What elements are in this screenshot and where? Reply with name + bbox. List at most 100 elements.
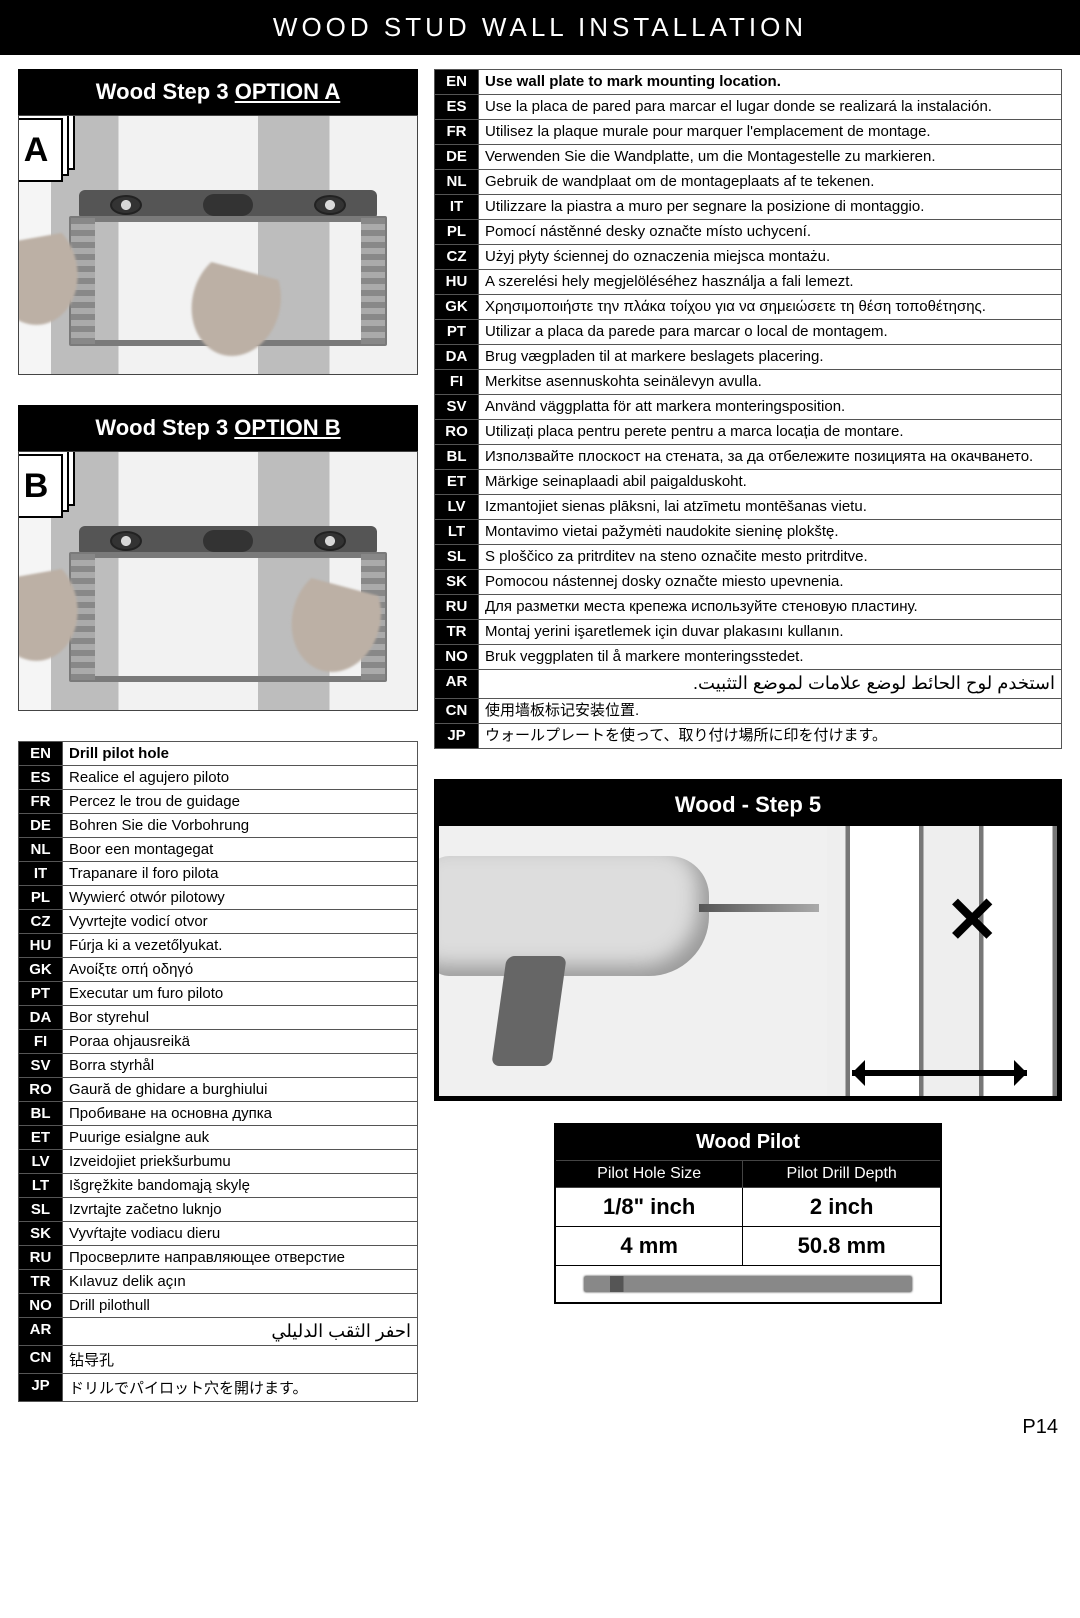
lang-text: Użyj płyty ściennej do oznaczenia miejsc… bbox=[479, 245, 1062, 270]
lang-code: GK bbox=[19, 958, 63, 982]
right-column: ENUse wall plate to mark mounting locati… bbox=[434, 69, 1062, 1402]
step3b-title: Wood Step 3 OPTION B bbox=[18, 405, 418, 451]
reference-letter-stack: A bbox=[18, 115, 79, 184]
lang-text: 钻导孔 bbox=[63, 1346, 418, 1374]
lang-text: Drill pilot hole bbox=[63, 742, 418, 766]
lang-text: Просверлите направляющее отверстие bbox=[63, 1246, 418, 1270]
lang-code: CZ bbox=[19, 910, 63, 934]
lang-code: ET bbox=[435, 470, 479, 495]
lang-code: JP bbox=[435, 723, 479, 748]
lang-text: Bohren Sie die Vorbohrung bbox=[63, 814, 418, 838]
lang-text: Fúrja ki a vezetőlyukat. bbox=[63, 934, 418, 958]
step3b-option: OPTION B bbox=[234, 415, 340, 440]
lang-text: Χρησιμοποιήστε την πλάκα τοίχου για να σ… bbox=[479, 295, 1062, 320]
lang-code: SV bbox=[19, 1054, 63, 1078]
lang-code: ET bbox=[19, 1126, 63, 1150]
lang-text: Ανοίξτε οπή οδηγό bbox=[63, 958, 418, 982]
lang-text: Gebruik de wandplaat om de montageplaats… bbox=[479, 170, 1062, 195]
lang-text: Utilizzare la piastra a muro per segnare… bbox=[479, 195, 1062, 220]
drill-bit-image-cell bbox=[555, 1265, 941, 1303]
reference-letter: B bbox=[18, 454, 63, 518]
lang-text: Använd väggplatta för att markera monter… bbox=[479, 395, 1062, 420]
lang-text: Verwenden Sie die Wandplatte, um die Mon… bbox=[479, 145, 1062, 170]
lang-code: BL bbox=[435, 445, 479, 470]
lang-code: JP bbox=[19, 1374, 63, 1402]
pilot-title: Wood Pilot bbox=[555, 1124, 941, 1161]
lang-text: Drill pilothull bbox=[63, 1294, 418, 1318]
drill-bit-icon bbox=[699, 904, 819, 912]
lang-text: A szerelési hely megjelöléséhez használj… bbox=[479, 270, 1062, 295]
lang-code: NL bbox=[435, 170, 479, 195]
lang-text: Vyvrtejte vodicí otvor bbox=[63, 910, 418, 934]
lang-text: Realice el agujero piloto bbox=[63, 766, 418, 790]
pilot-col2-header: Pilot Drill Depth bbox=[743, 1160, 941, 1187]
reference-letter-stack: B bbox=[18, 451, 79, 520]
lang-code: TR bbox=[435, 620, 479, 645]
lang-text: Bor styrehul bbox=[63, 1006, 418, 1030]
lang-text: Kılavuz delik açın bbox=[63, 1270, 418, 1294]
lang-text: Merkitse asennuskohta seinälevyn avulla. bbox=[479, 370, 1062, 395]
lang-text: 使用墙板标记安装位置. bbox=[479, 698, 1062, 723]
lang-code: CN bbox=[435, 698, 479, 723]
drill-pilot-hole-table: ENDrill pilot holeESRealice el agujero p… bbox=[18, 741, 418, 1402]
lang-text: Puurige esialgne auk bbox=[63, 1126, 418, 1150]
lang-code: NO bbox=[435, 645, 479, 670]
lang-code: PT bbox=[435, 320, 479, 345]
lang-code: RU bbox=[435, 595, 479, 620]
lang-code: BL bbox=[19, 1102, 63, 1126]
lang-code: AR bbox=[19, 1318, 63, 1346]
lang-text: Išgręžkite bandomąją skylę bbox=[63, 1174, 418, 1198]
lang-code: LV bbox=[19, 1150, 63, 1174]
lang-code: ES bbox=[435, 95, 479, 120]
lang-text: Pomocí nástěnné desky označte místo uchy… bbox=[479, 220, 1062, 245]
lang-text: Märkige seinaplaadi abil paigalduskoht. bbox=[479, 470, 1062, 495]
lang-code: PL bbox=[435, 220, 479, 245]
wood-pilot-table: Wood Pilot Pilot Hole Size Pilot Drill D… bbox=[554, 1123, 942, 1304]
pilot-depth-inch: 2 inch bbox=[743, 1187, 941, 1226]
step3a-diagram: A bbox=[18, 115, 418, 375]
lang-code: HU bbox=[435, 270, 479, 295]
lang-text: Use wall plate to mark mounting location… bbox=[479, 70, 1062, 95]
lang-code: RO bbox=[435, 420, 479, 445]
lang-text: Utilisez la plaque murale pour marquer l… bbox=[479, 120, 1062, 145]
lang-code: DA bbox=[435, 345, 479, 370]
reference-letter: A bbox=[18, 118, 63, 182]
lang-text: Izvrtajte začetno luknjo bbox=[63, 1198, 418, 1222]
lang-text: Пробиване на основна дупка bbox=[63, 1102, 418, 1126]
lang-text: Wywierć otwór pilotowy bbox=[63, 886, 418, 910]
lang-code: FR bbox=[435, 120, 479, 145]
lang-code: SK bbox=[435, 570, 479, 595]
lang-code: FR bbox=[19, 790, 63, 814]
lang-code: TR bbox=[19, 1270, 63, 1294]
lang-text: ドリルでパイロット穴を開けます。 bbox=[63, 1374, 418, 1402]
lang-text: Montavimo vietai pažymėti naudokite sien… bbox=[479, 520, 1062, 545]
lang-text: Izmantojiet sienas plāksni, lai atzīmetu… bbox=[479, 495, 1062, 520]
lang-text: استخدم لوح الحائط لوضع علامات لموضع التث… bbox=[479, 670, 1062, 699]
lang-code: LT bbox=[19, 1174, 63, 1198]
drill-bit-icon bbox=[584, 1276, 912, 1292]
lang-code: DE bbox=[435, 145, 479, 170]
lang-code: EN bbox=[435, 70, 479, 95]
pilot-hole-size-inch: 1/8" inch bbox=[555, 1187, 743, 1226]
lang-code: RU bbox=[19, 1246, 63, 1270]
lang-text: احفر الثقب الدليلي bbox=[63, 1318, 418, 1346]
lang-text: Boor een montagegat bbox=[63, 838, 418, 862]
lang-code: ES bbox=[19, 766, 63, 790]
lang-text: Montaj yerini işaretlemek için duvar pla… bbox=[479, 620, 1062, 645]
pilot-hole-size-mm: 4 mm bbox=[555, 1226, 743, 1265]
lang-code: FI bbox=[435, 370, 479, 395]
lang-code: EN bbox=[19, 742, 63, 766]
lang-code: GK bbox=[435, 295, 479, 320]
lang-code: SL bbox=[435, 545, 479, 570]
lang-text: Poraa ohjausreikä bbox=[63, 1030, 418, 1054]
drill-icon bbox=[439, 856, 709, 976]
lang-text: Gaură de ghidare a burghiului bbox=[63, 1078, 418, 1102]
lang-text: Използвайте плоскост на стената, за да о… bbox=[479, 445, 1062, 470]
step5-panel: Wood - Step 5 ✕ bbox=[434, 779, 1062, 1101]
pilot-col1-header: Pilot Hole Size bbox=[555, 1160, 743, 1187]
left-column: Wood Step 3 OPTION A A Wood Step 3 OPTIO… bbox=[18, 69, 418, 1402]
lang-code: PT bbox=[19, 982, 63, 1006]
lang-text: Borra styrhål bbox=[63, 1054, 418, 1078]
lang-code: LV bbox=[435, 495, 479, 520]
lang-text: Vyvŕtajte vodiacu dieru bbox=[63, 1222, 418, 1246]
